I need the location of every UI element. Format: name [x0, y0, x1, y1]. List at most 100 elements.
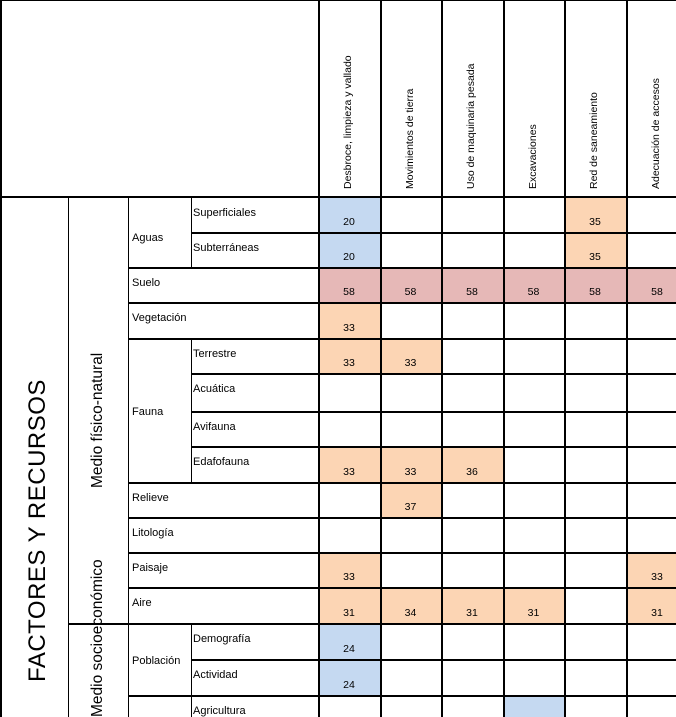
matrix-cell: [380, 267, 441, 302]
matrix-cell: [503, 302, 564, 338]
matrix-cell: [318, 552, 380, 587]
cell-value: 33: [343, 571, 355, 583]
matrix-cell: [503, 552, 564, 587]
matrix-cell: [441, 552, 503, 587]
matrix-cell: [626, 695, 676, 717]
column-header: Adecuación de accesos: [650, 78, 662, 189]
grid-line: [68, 623, 676, 625]
cell-value: 37: [404, 501, 417, 513]
category-poblacion: Población: [132, 655, 181, 667]
matrix-cell: [564, 411, 626, 446]
matrix-cell: [318, 659, 380, 695]
matrix-cell: [318, 446, 380, 482]
row-label: Paisaje: [132, 562, 169, 574]
row-label: Vegetación: [132, 312, 187, 324]
row-label: Agricultura: [193, 705, 246, 717]
cell-value: 31: [651, 607, 663, 619]
column-header: Movimientos de tierra: [404, 88, 416, 189]
row-label: Acuática: [193, 383, 236, 395]
matrix-cell: [564, 659, 626, 695]
matrix-cell: [380, 517, 441, 552]
matrix-cell: [318, 623, 380, 659]
grid-line: [128, 197, 129, 717]
cell-value: 33: [343, 357, 355, 369]
matrix-cell: [564, 695, 626, 717]
matrix-cell: [380, 373, 441, 411]
category-fauna: Fauna: [132, 406, 164, 418]
grid-line: [191, 623, 192, 717]
grid-line: [191, 446, 676, 448]
matrix-cell: [564, 446, 626, 482]
matrix-cell: [503, 482, 564, 517]
matrix-cell: [441, 446, 503, 482]
grid-line: [0, 0, 2, 717]
matrix-cell: [503, 338, 564, 373]
matrix-cell: [380, 695, 441, 717]
matrix-cell: [564, 197, 626, 232]
cell-value: 33: [651, 571, 663, 583]
grid-line: [0, 0, 676, 1]
cell-value: 33: [343, 466, 355, 478]
grid-line: [128, 302, 676, 304]
column-header: Excavaciones: [527, 124, 539, 189]
matrix-cell: [441, 197, 503, 232]
category-aguas: Aguas: [132, 232, 164, 244]
cell-value: 20: [343, 251, 355, 263]
matrix-cell: [503, 623, 564, 659]
matrix-cell: [441, 302, 503, 338]
grid-line: [128, 267, 676, 269]
row-label: Relieve: [132, 492, 169, 504]
subgroup-socioeconomic: Medio socioeconómico: [89, 559, 106, 717]
cell-value: 24: [343, 679, 355, 691]
matrix-cell: [564, 267, 626, 302]
matrix-cell: [626, 197, 676, 232]
grid-line: [68, 197, 69, 717]
grid-line: [191, 659, 676, 661]
matrix-cell: [441, 267, 503, 302]
matrix-cell: [380, 623, 441, 659]
cell-value: 33: [404, 357, 417, 369]
matrix-cell: [318, 373, 380, 411]
matrix-cell: [626, 482, 676, 517]
cell-value: 24: [343, 643, 355, 655]
group-title: FACTORES Y RECURSOS: [24, 379, 51, 682]
matrix-cell: [564, 302, 626, 338]
column-header: Uso de maquinaria pesada: [465, 63, 477, 190]
matrix-cell: [503, 267, 564, 302]
matrix-cell: [626, 373, 676, 411]
cell-value: 20: [343, 216, 355, 228]
row-label: Demografía: [193, 633, 251, 645]
grid-line: [191, 373, 676, 375]
subgroup-natural: Medio físico-natural: [89, 352, 106, 488]
matrix-cell: [380, 232, 441, 267]
matrix-cell: [626, 587, 676, 623]
matrix-cell: [441, 373, 503, 411]
cell-value: 31: [466, 607, 478, 619]
matrix-cell: [503, 587, 564, 623]
cell-value: 58: [404, 286, 417, 298]
matrix-cell: [564, 517, 626, 552]
cell-value: 35: [589, 216, 601, 228]
matrix-cell: [626, 232, 676, 267]
cell-value: 35: [589, 251, 601, 263]
matrix-cell: [380, 446, 441, 482]
matrix-cell: [503, 695, 564, 717]
row-label: Suelo: [132, 277, 161, 289]
matrix-cell: [503, 659, 564, 695]
row-label: Actividad: [193, 669, 238, 681]
matrix-cell: [564, 552, 626, 587]
matrix-cell: [441, 517, 503, 552]
matrix-cell: [564, 338, 626, 373]
matrix-cell: [380, 587, 441, 623]
matrix-cell: [503, 411, 564, 446]
matrix-cell: [318, 695, 380, 717]
grid-line: [128, 517, 676, 519]
row-label: Aire: [132, 597, 152, 609]
grid-line: [191, 411, 676, 413]
cell-value: 34: [404, 607, 417, 619]
grid-line: [128, 338, 676, 340]
matrix-cell: [626, 411, 676, 446]
matrix-cell: [380, 552, 441, 587]
matrix-cell: [441, 695, 503, 717]
grid-line: [380, 0, 382, 717]
